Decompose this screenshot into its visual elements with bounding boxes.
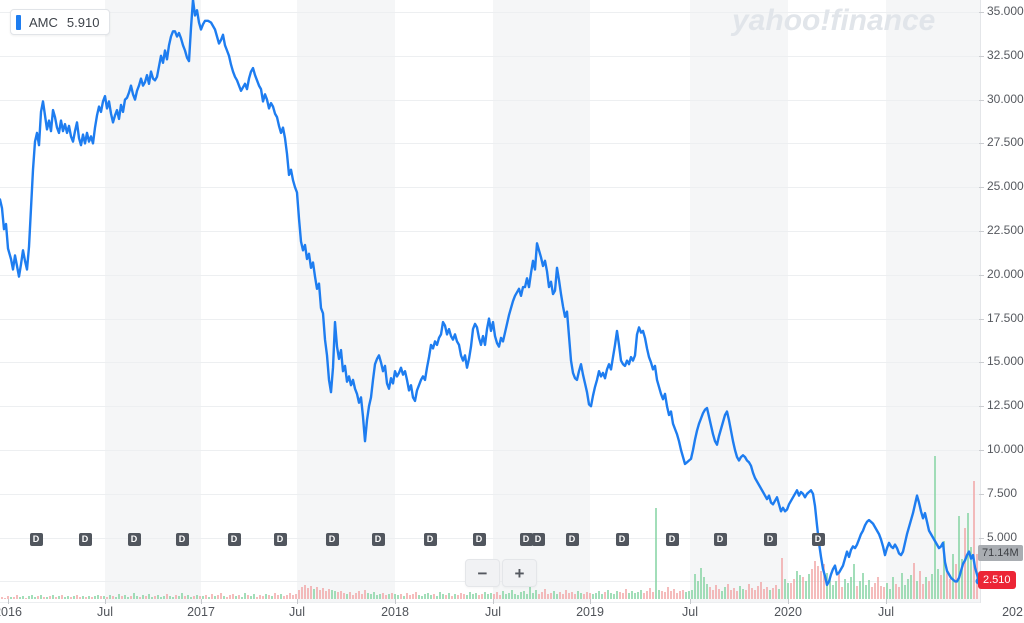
dividend-marker[interactable]: D (519, 533, 533, 546)
y-axis-tick (979, 318, 984, 320)
x-axis-label: 2021 (1002, 605, 1024, 619)
gridline (0, 537, 980, 539)
gridline (0, 55, 980, 57)
dividend-marker[interactable]: D (371, 533, 385, 546)
dividend-marker[interactable]: D (713, 533, 727, 546)
x-axis-tick (788, 599, 789, 604)
legend-symbol: AMC (29, 14, 58, 30)
y-axis-label: 25.000 (987, 179, 1024, 194)
dividend-marker[interactable]: D (29, 533, 43, 546)
y-axis-label: 30.000 (987, 91, 1024, 106)
x-axis-label: 2018 (381, 605, 409, 619)
dividend-marker[interactable]: D (127, 533, 141, 546)
y-axis-label: 22.500 (987, 223, 1024, 237)
x-axis-label: Jul (878, 605, 894, 619)
x-axis-label: 2019 (576, 605, 604, 619)
dividend-marker[interactable]: D (273, 533, 287, 546)
y-axis-label: 32.500 (987, 47, 1024, 62)
x-axis-line (0, 602, 980, 603)
x-axis-label: Jul (289, 605, 305, 619)
gridline (0, 143, 980, 145)
gridline (0, 274, 980, 276)
y-axis-tick (979, 537, 984, 539)
x-axis-tick (297, 599, 298, 604)
y-axis-label: 20.000 (987, 266, 1024, 281)
x-axis-label: Jul (97, 605, 113, 619)
dividend-marker[interactable]: D (531, 533, 545, 546)
gridline (0, 187, 980, 189)
legend-color-bar (16, 14, 21, 30)
y-axis-tick (979, 406, 984, 408)
volume-bars (1, 456, 978, 599)
dividend-marker[interactable]: D (423, 533, 437, 546)
price-line (0, 0, 981, 587)
x-axis-tick (493, 599, 494, 604)
yahoo-finance-logo: yahoo!finance (732, 4, 936, 37)
y-axis-tick (979, 450, 984, 451)
gridline (0, 362, 980, 364)
x-axis-tick (395, 599, 396, 604)
gridline (0, 231, 980, 232)
dividend-marker[interactable]: D (763, 533, 777, 546)
dividend-marker[interactable]: D (615, 533, 629, 546)
gridline (0, 12, 980, 13)
x-axis-tick (105, 599, 106, 604)
x-axis-label: Jul (485, 605, 501, 619)
x-axis-tick (8, 599, 9, 604)
dividend-marker[interactable]: D (78, 533, 92, 546)
y-axis-label: 7.500 (987, 485, 1018, 500)
y-axis-tick (979, 55, 984, 57)
y-axis-label: 27.500 (987, 135, 1024, 150)
y-axis-label: 35.000 (987, 4, 1024, 18)
zoom-out-button[interactable]: − (465, 559, 500, 587)
dividend-marker[interactable]: D (325, 533, 339, 546)
x-axis-label: 2016 (0, 605, 22, 619)
y-axis-tick (979, 99, 984, 101)
y-axis-tick (979, 274, 984, 276)
dividend-marker[interactable]: D (665, 533, 679, 546)
dividend-marker[interactable]: D (565, 533, 579, 546)
gridline (0, 406, 980, 408)
y-axis-tick (979, 143, 984, 145)
x-axis-label: 2017 (187, 605, 215, 619)
y-axis-line (980, 0, 981, 603)
y-axis-tick (979, 187, 984, 189)
y-axis-label: 15.000 (987, 354, 1024, 369)
zoom-controls: − + (465, 559, 537, 587)
symbol-legend: AMC 5.910 (10, 9, 111, 35)
dividend-marker[interactable]: D (227, 533, 241, 546)
dividend-marker[interactable]: D (811, 533, 825, 546)
x-axis-tick (590, 599, 591, 604)
y-axis-label: 17.500 (987, 310, 1024, 325)
gridline (0, 493, 980, 495)
y-axis-label: 5.000 (987, 529, 1018, 544)
gridline (0, 450, 980, 451)
y-axis-tick (979, 493, 984, 495)
zoom-in-button[interactable]: + (502, 559, 537, 587)
y-axis-label: 10.000 (987, 442, 1024, 456)
last-price-badge: 2.510 (978, 571, 1016, 589)
x-axis-label: 2020 (774, 605, 802, 619)
x-axis-tick (690, 599, 691, 604)
x-axis-label: Jul (682, 605, 698, 619)
dividend-marker[interactable]: D (175, 533, 189, 546)
dividend-marker[interactable]: D (472, 533, 486, 546)
y-axis-tick (979, 12, 984, 13)
legend-price: 5.910 (66, 14, 100, 30)
y-axis-tick (979, 362, 984, 364)
x-axis-tick (201, 599, 202, 604)
gridline (0, 99, 980, 101)
x-axis-tick (886, 599, 887, 604)
volume-badge: 71.14M (978, 545, 1023, 561)
y-axis-tick (979, 231, 984, 232)
y-axis-label: 12.500 (987, 398, 1024, 413)
